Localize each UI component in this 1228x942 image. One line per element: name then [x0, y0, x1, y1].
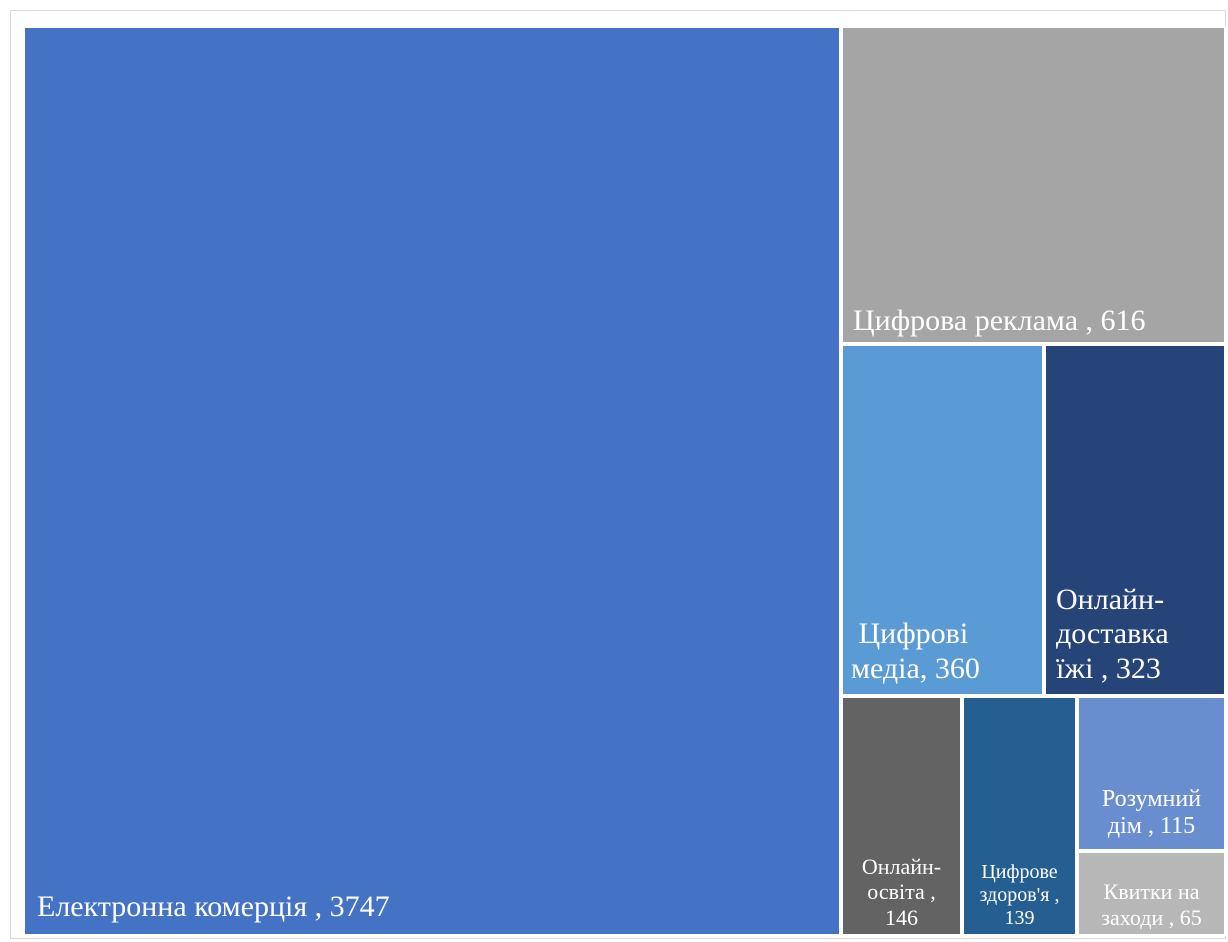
- treemap-tile-smarthome: Розумний дім , 115: [1077, 696, 1226, 851]
- treemap-tile-food: Онлайн- доставка їжі , 323: [1044, 344, 1226, 696]
- treemap-tile-edu: Онлайн- освіта , 146: [841, 696, 962, 936]
- treemap-tile-label: Онлайн- доставка їжі , 323: [1056, 582, 1169, 685]
- treemap-tile-ecommerce: Електронна комерція , 3747: [23, 26, 841, 936]
- treemap-tile-label: Квитки на заходи , 65: [1101, 879, 1202, 930]
- treemap-tile-label: Розумний дім , 115: [1101, 785, 1202, 840]
- treemap-tile-label: Цифрова реклама , 616: [853, 303, 1146, 337]
- treemap-tile-tickets: Квитки на заходи , 65: [1077, 851, 1226, 936]
- treemap-tile-label: Цифрові медіа, 360: [851, 617, 980, 685]
- treemap-chart: Електронна комерція , 3747 Цифрова реклам…: [23, 26, 1226, 936]
- treemap-tile-ads: Цифрова реклама , 616: [841, 26, 1226, 344]
- treemap-tile-label: Цифрове здоров'я , 139: [979, 861, 1060, 929]
- treemap-tile-label: Онлайн- освіта , 146: [861, 854, 942, 930]
- treemap-tile-label: Електронна комерція , 3747: [37, 889, 390, 923]
- treemap-tile-health: Цифрове здоров'я , 139: [962, 696, 1077, 936]
- treemap-tile-media: Цифрові медіа, 360: [841, 344, 1044, 696]
